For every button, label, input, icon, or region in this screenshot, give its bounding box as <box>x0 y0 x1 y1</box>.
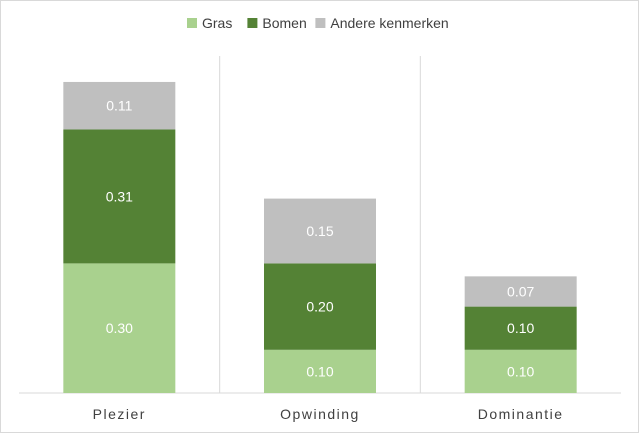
bar-segment-gras-dominantie <box>464 349 577 393</box>
data-label-gras-plezier: 0.30 <box>106 320 133 336</box>
data-label-bomen-dominantie: 0.10 <box>507 320 534 336</box>
data-label-andere-kenmerken-opwinding: 0.15 <box>306 223 333 239</box>
bar-segment-gras-opwinding <box>264 349 376 393</box>
bar-segment-bomen-dominantie <box>464 306 577 350</box>
data-label-bomen-opwinding: 0.20 <box>306 299 333 315</box>
data-label-andere-kenmerken-plezier: 0.11 <box>106 98 132 114</box>
bar-segment-andere-kenmerken-opwinding <box>264 198 376 264</box>
data-label-andere-kenmerken-dominantie: 0.07 <box>507 283 534 299</box>
category-label-dominantie: Dominantie <box>478 406 564 422</box>
data-label-bomen-plezier: 0.31 <box>106 188 133 204</box>
bar-segment-bomen-plezier <box>63 129 176 264</box>
data-label-gras-opwinding: 0.10 <box>306 363 333 379</box>
bar-segment-andere-kenmerken-plezier <box>63 81 176 130</box>
legend-swatch-bomen <box>247 18 258 28</box>
data-label-gras-dominantie: 0.10 <box>507 363 534 379</box>
category-label-opwinding: Opwinding <box>280 406 360 422</box>
legend-swatch-gras <box>187 18 197 28</box>
legend-label-andere-kenmerken: Andere kenmerken <box>330 15 448 31</box>
bar-segment-gras-plezier <box>63 263 176 393</box>
category-label-plezier: Plezier <box>93 406 146 422</box>
bar-segment-bomen-opwinding <box>264 263 376 350</box>
legend-swatch-andere-kenmerken <box>315 18 326 28</box>
legend-label-bomen: Bomen <box>262 15 306 31</box>
bar-segment-andere-kenmerken-dominantie <box>464 276 577 307</box>
legend-label-gras: Gras <box>202 15 232 31</box>
